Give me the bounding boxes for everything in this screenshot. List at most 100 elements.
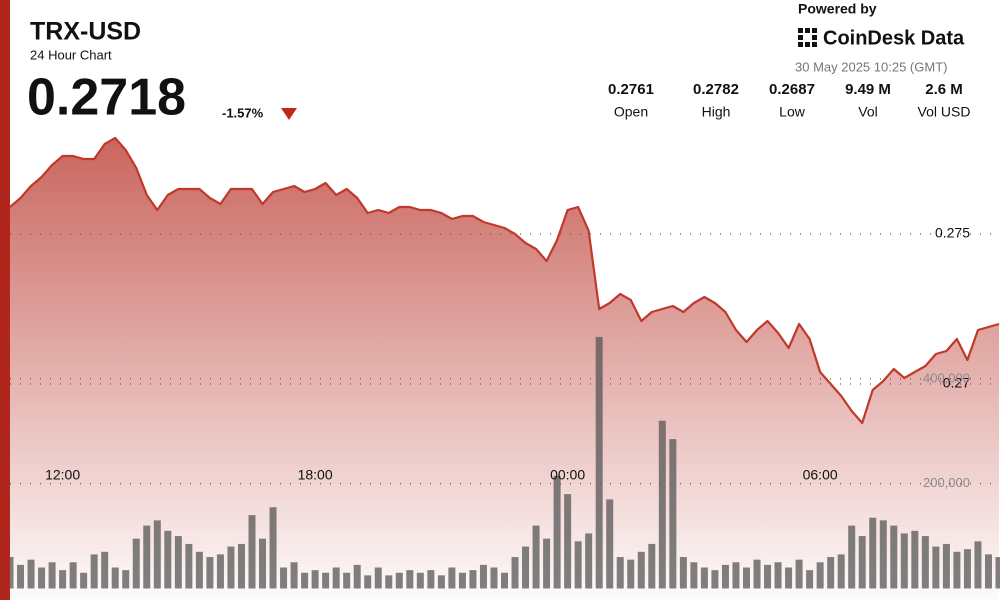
volume-bar — [816, 562, 824, 589]
volume-bar — [616, 557, 624, 589]
volume-bar — [890, 525, 898, 589]
volume-bar — [406, 570, 414, 589]
stat-label: Open — [614, 104, 648, 120]
volume-bar — [858, 536, 866, 589]
volume-bar — [984, 554, 992, 589]
x-tick-label: 00:00 — [550, 467, 585, 483]
volume-bar — [427, 570, 435, 589]
volume-bar — [458, 572, 466, 589]
volume-bar — [690, 562, 698, 589]
volume-bar — [48, 562, 56, 589]
volume-bar — [785, 567, 793, 589]
logo-icon — [798, 28, 817, 47]
volume-bar — [911, 530, 919, 589]
brand: CoinDesk Data — [823, 27, 965, 49]
stat-value: 2.6 M — [925, 81, 963, 98]
volume-bar — [280, 567, 288, 589]
volume-bar — [953, 551, 961, 589]
symbol: TRX-USD — [30, 18, 141, 46]
volume-bar — [248, 515, 256, 589]
volume-bar — [80, 572, 88, 589]
volume-bar — [658, 420, 666, 589]
volume-bar — [27, 559, 35, 589]
volume-bar — [532, 525, 540, 589]
volume-bar — [174, 536, 182, 589]
volume-bar — [395, 572, 403, 589]
volume-bar — [353, 564, 361, 589]
price: 0.2718 — [27, 69, 186, 127]
volume-bar — [437, 575, 445, 589]
volume-bar — [795, 559, 803, 589]
volume-bar — [374, 567, 382, 589]
volume-bar — [322, 572, 330, 589]
volume-bar — [206, 557, 214, 589]
volume-bar — [17, 564, 25, 589]
price-line — [9, 136, 1000, 425]
volume-bar — [553, 475, 561, 589]
volume-bar — [153, 520, 161, 589]
volume-bar — [827, 557, 835, 589]
y-tick-label: 0.275 — [935, 225, 970, 241]
volume-bar — [38, 567, 46, 589]
volume-bar — [564, 494, 572, 589]
x-tick-label: 12:00 — [45, 467, 80, 483]
change: -1.57% — [222, 105, 264, 120]
volume-bar — [469, 570, 477, 589]
volume-bar — [385, 575, 393, 589]
volume-bar — [216, 554, 224, 589]
volume-bar — [101, 551, 109, 589]
stat-label: Vol — [858, 104, 877, 120]
volume-bar — [900, 533, 908, 589]
volume-bar — [195, 551, 203, 589]
stat-value: 0.2687 — [769, 81, 815, 98]
volume-bar — [995, 557, 1000, 589]
y2-tick-label: 200,000 — [923, 475, 970, 490]
volume-bar — [290, 562, 298, 589]
volume-bar — [932, 546, 940, 589]
volume-bar — [669, 439, 677, 589]
volume-bar — [59, 570, 67, 589]
volume-bar — [732, 562, 740, 589]
volume-bar — [848, 525, 856, 589]
powered-by: Powered by — [798, 1, 877, 17]
volume-bar — [511, 557, 519, 589]
plot: 0.27 0.275 200,000 400,000 12:00 18:00 00:00 06… — [6, 136, 1000, 600]
volume-bar — [69, 562, 77, 589]
volume-bar — [627, 559, 635, 589]
volume-bar — [301, 572, 309, 589]
volume-bar — [837, 554, 845, 589]
volume-bar — [753, 559, 761, 589]
stat-value: 0.2782 — [693, 81, 739, 98]
volume-bar — [711, 570, 719, 589]
volume-bar — [364, 575, 372, 589]
y-tick-label: 0.27 — [943, 375, 970, 391]
volume-bar — [448, 567, 456, 589]
price-area — [10, 138, 999, 600]
volume-bar — [742, 567, 750, 589]
volume-bar — [237, 543, 245, 589]
volume-bar — [501, 572, 508, 589]
volume-bar — [806, 570, 814, 589]
volume-bar — [259, 538, 267, 589]
volume-bar — [974, 541, 982, 589]
volume-bar — [764, 564, 772, 589]
volume-bar — [132, 538, 140, 589]
stats: 0.2761 Open 0.2782 High 0.2687 Low 9.49 M Vol 2.… — [608, 81, 970, 120]
volume-bar — [164, 530, 172, 589]
accent-bar — [0, 0, 10, 600]
volume-bar — [90, 554, 98, 589]
volume-bar — [879, 520, 887, 589]
y2-tick-label: 400,000 — [923, 370, 970, 385]
volume-bar — [343, 572, 351, 589]
volume-bar — [227, 546, 235, 589]
volume-bar — [637, 551, 645, 589]
volume-bar — [479, 564, 487, 589]
volume-bar — [921, 536, 929, 589]
volume-bar — [774, 562, 782, 589]
stat-value: 9.49 M — [845, 81, 891, 98]
volume-bar — [700, 567, 708, 589]
volume-bar — [595, 336, 603, 589]
timestamp: 30 May 2025 10:25 (GMT) — [795, 59, 947, 74]
volume-bar — [585, 533, 593, 589]
